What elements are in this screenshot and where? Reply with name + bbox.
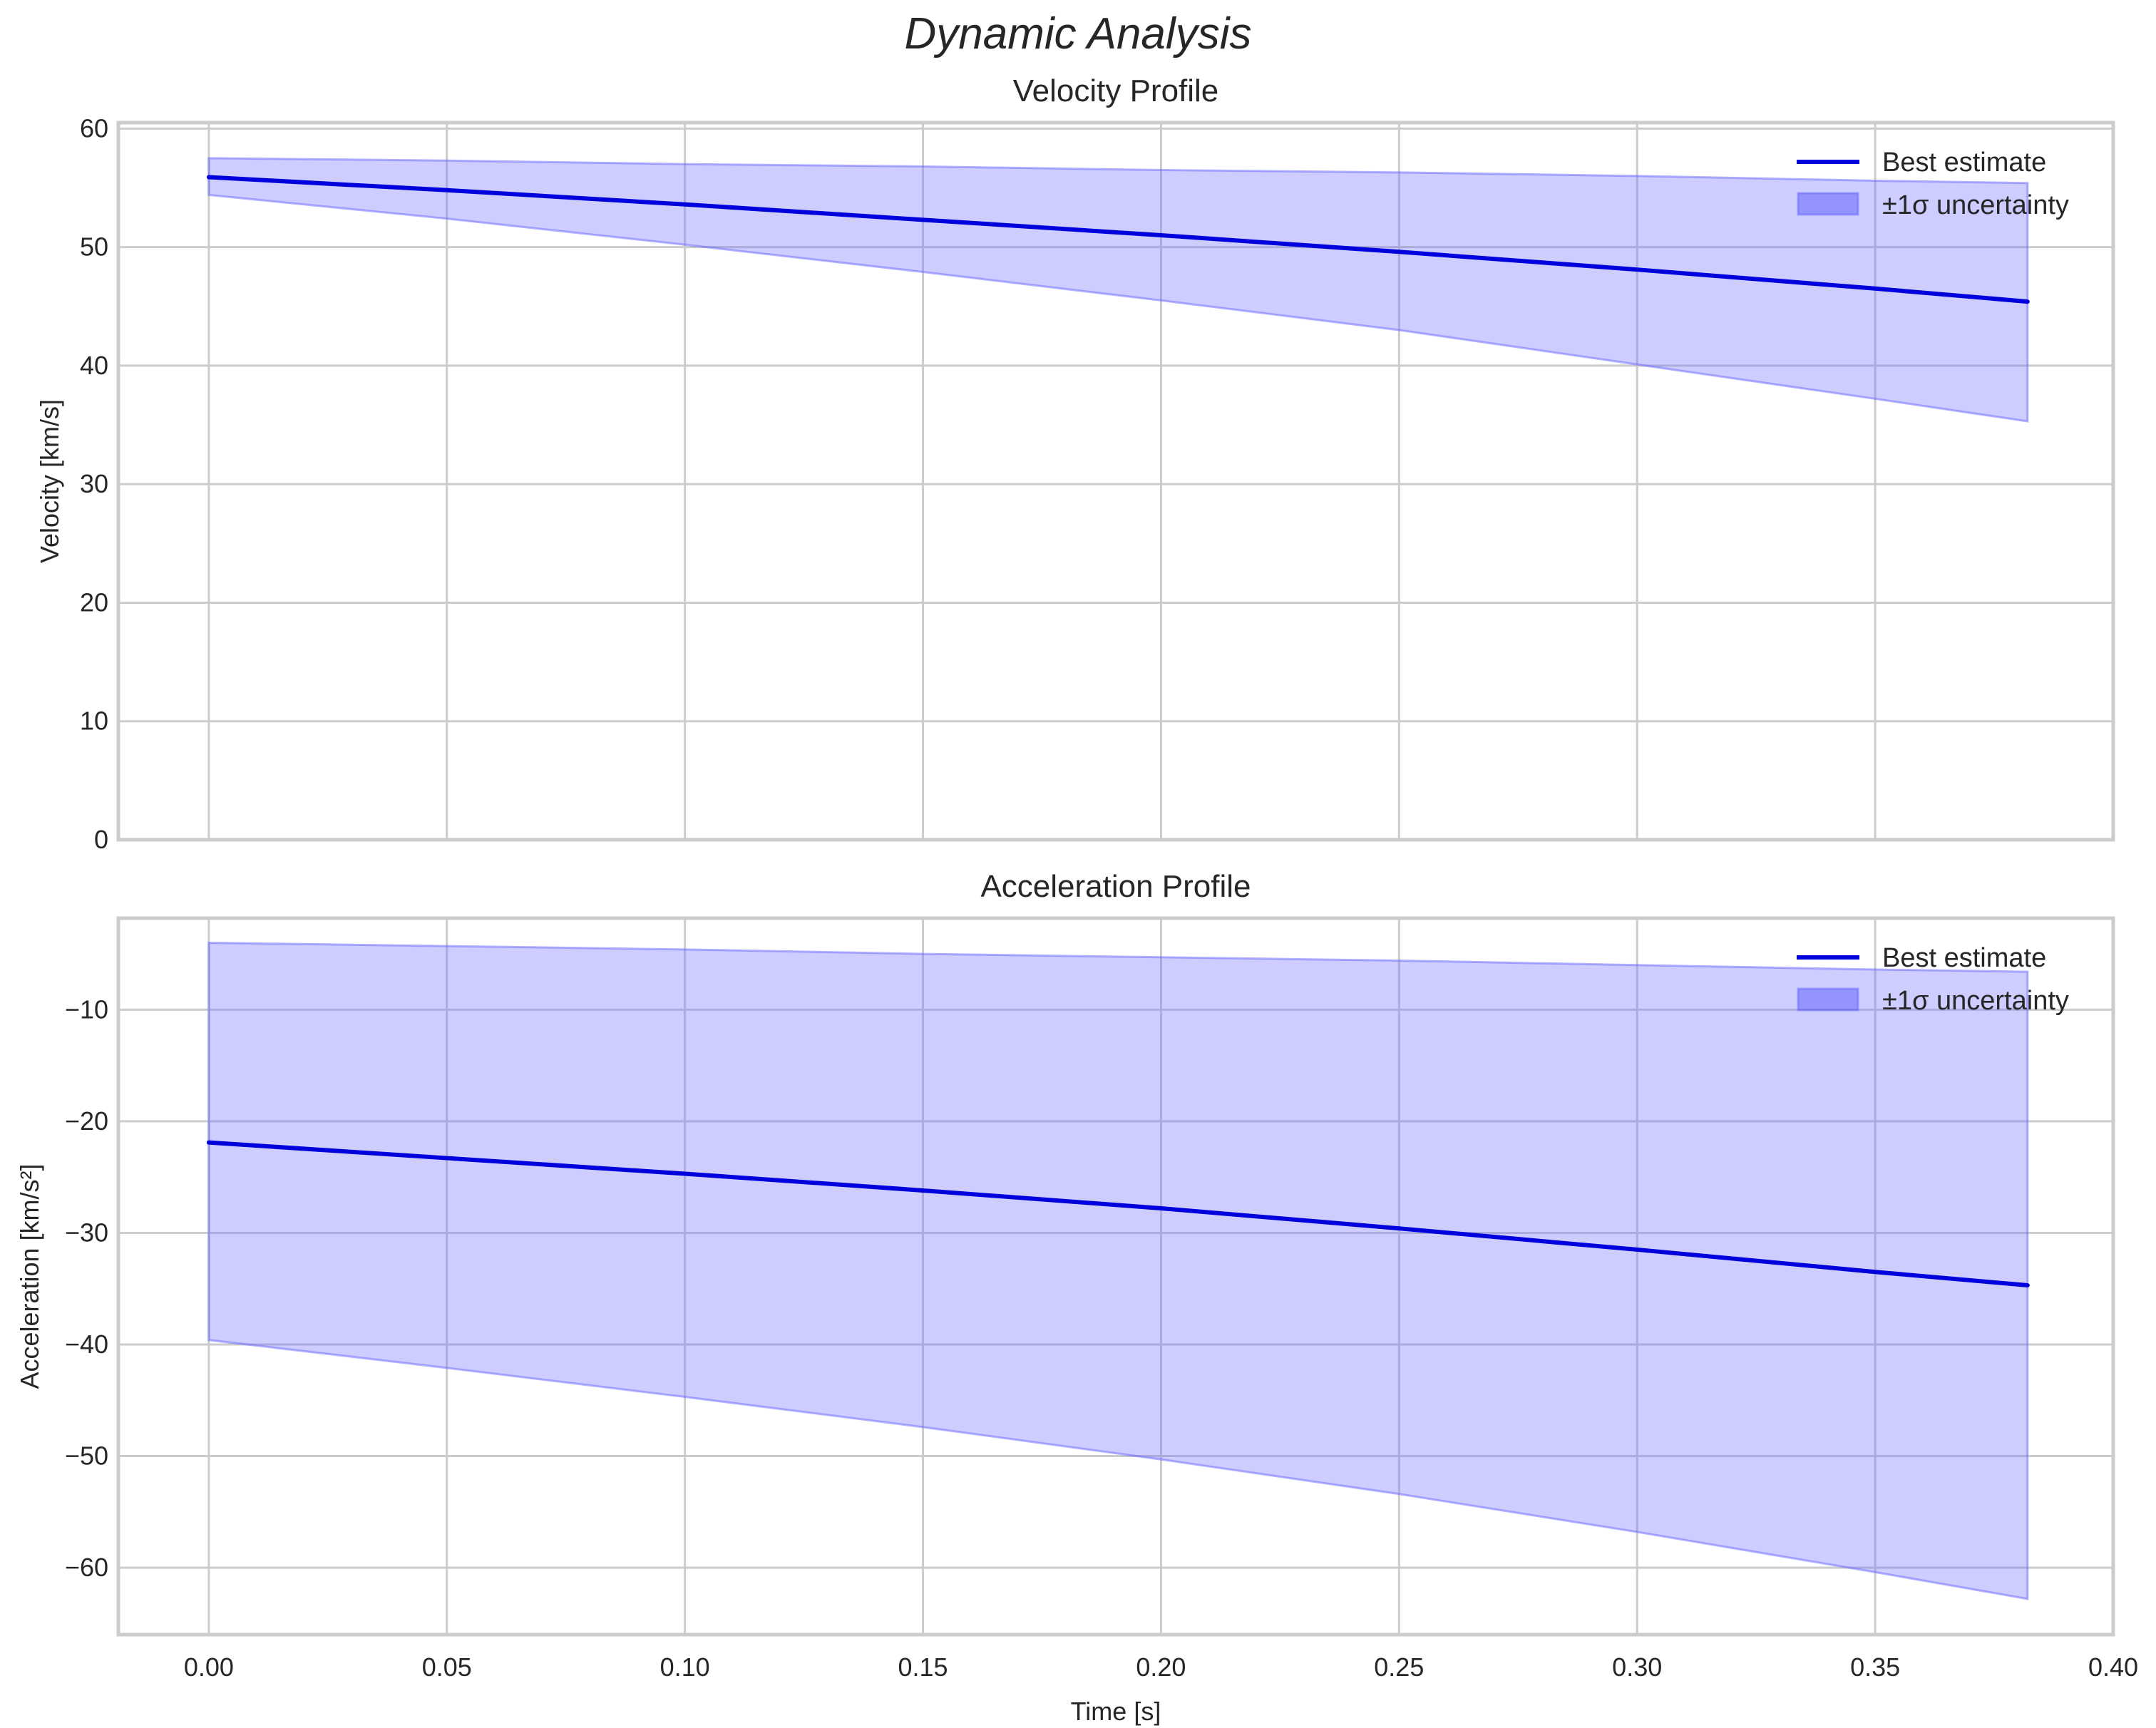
y-tick-label: 40: [80, 351, 108, 380]
best-estimate-line: [206, 1140, 2030, 1288]
velocity-subplot: 0 10 20 30 40 50 60 Velocity Profile Velocity [k…: [35, 73, 2115, 854]
legend-band-swatch: [1797, 192, 1859, 216]
best-estimate-line: [206, 175, 2030, 304]
x-tick-label: 0.10: [660, 1652, 710, 1682]
y-tick-label: 60: [80, 113, 108, 143]
x-tick-label: 0.40: [2088, 1652, 2138, 1682]
y-tick-label: 50: [80, 232, 108, 262]
uncertainty-band: [207, 157, 2029, 423]
x-axis-label: Time [s]: [1071, 1697, 1161, 1726]
x-tick-label: 0.20: [1136, 1652, 1186, 1682]
y-tick-label: −40: [65, 1330, 108, 1359]
y-tick-label: −20: [65, 1106, 108, 1136]
x-tick-label: 0.05: [422, 1652, 472, 1682]
legend-label: ±1σ uncertainty: [1882, 190, 2069, 220]
y-tick-label: −60: [65, 1553, 108, 1582]
acceleration-subplot: −10 −20 −30 −40 −50 −60 Acceleration Profile Ac…: [15, 869, 2138, 1726]
legend-label: Best estimate: [1882, 943, 2046, 973]
y-tick-label: 0: [94, 825, 108, 854]
y-tick-label: −30: [65, 1218, 108, 1247]
y-tick-label: 20: [80, 587, 108, 617]
subplot-title: Velocity Profile: [1013, 73, 1219, 108]
axes-frame: [116, 120, 2115, 842]
x-tick-label: 0.25: [1374, 1652, 1424, 1682]
y-tick-label: −50: [65, 1441, 108, 1471]
x-tick-label: 0.35: [1850, 1652, 1900, 1682]
y-axis-label: Velocity [km/s]: [35, 399, 64, 563]
y-tick-label: 10: [80, 706, 108, 736]
legend-label: Best estimate: [1882, 148, 2046, 178]
legend: Best estimate ±1σ uncertainty: [1797, 943, 2069, 1016]
subplot-title: Acceleration Profile: [980, 869, 1251, 904]
figure-title: Dynamic Analysis: [904, 9, 1252, 58]
legend: Best estimate ±1σ uncertainty: [1797, 148, 2069, 220]
axes-frame: [116, 916, 2115, 1637]
x-tick-label: 0.15: [898, 1652, 948, 1682]
y-tick-label: 30: [80, 469, 108, 498]
y-tick-label: −10: [65, 994, 108, 1024]
legend-band-swatch: [1797, 987, 1859, 1012]
legend-label: ±1σ uncertainty: [1882, 986, 2069, 1016]
uncertainty-band: [207, 941, 2029, 1600]
x-tick-label: 0.00: [184, 1652, 234, 1682]
x-tick-label: 0.30: [1612, 1652, 1662, 1682]
y-axis-label: Acceleration [km/s²]: [15, 1163, 44, 1389]
